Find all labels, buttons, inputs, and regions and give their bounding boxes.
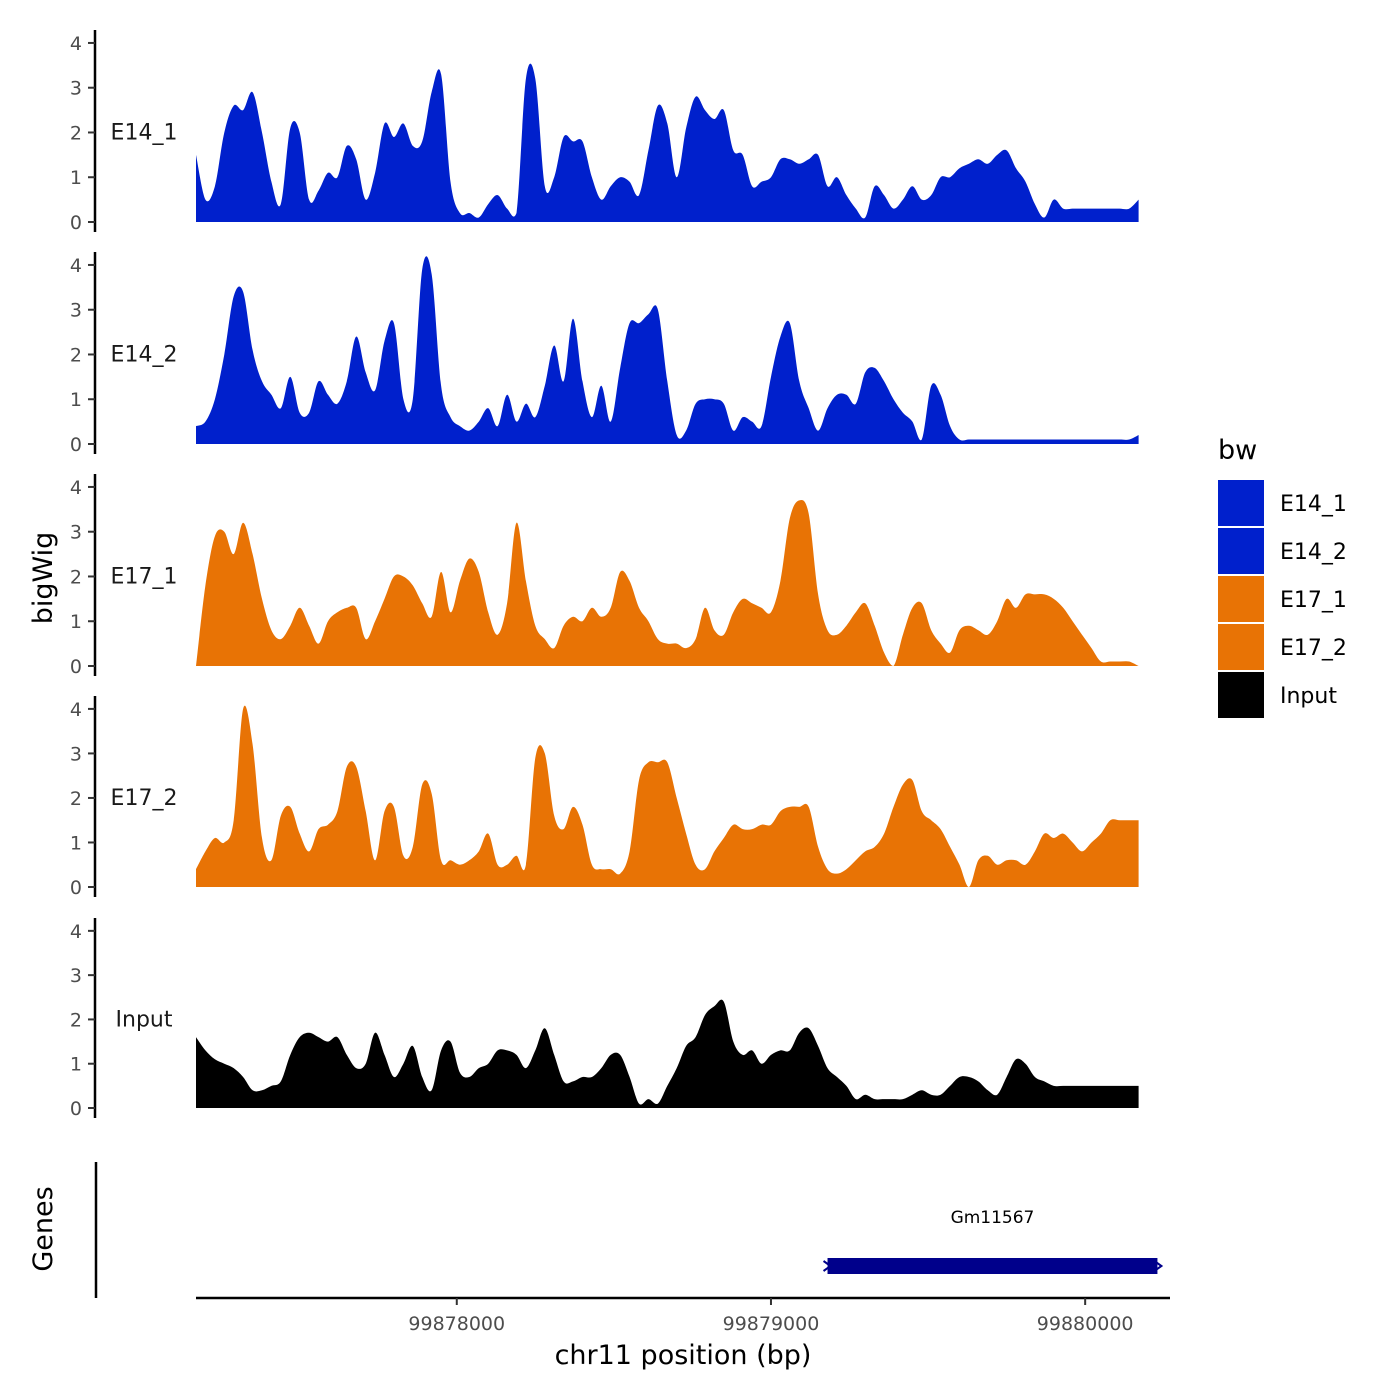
area-E17_1 bbox=[196, 499, 1139, 666]
track-E14_1: 0 1 2 3 4 E14_1 bbox=[70, 30, 1139, 234]
y-tick-label: 2 bbox=[70, 566, 82, 588]
track-label-E17_2: E17_2 bbox=[111, 786, 178, 811]
legend-swatch-E14_2 bbox=[1218, 528, 1264, 574]
y-tick-label: 1 bbox=[70, 1054, 82, 1076]
y-tick-label: 1 bbox=[70, 611, 82, 633]
area-Input bbox=[196, 999, 1139, 1108]
genes-track-label: Genes bbox=[28, 1186, 59, 1271]
legend-label-Input: Input bbox=[1280, 684, 1337, 709]
y-tick-label: 2 bbox=[70, 344, 82, 366]
area-E17_2 bbox=[196, 705, 1139, 887]
genes-track: Genes Gm11567 bbox=[28, 1162, 1164, 1298]
x-tick-label: 99878000 bbox=[408, 1313, 505, 1335]
y-tick-label: 4 bbox=[70, 255, 82, 277]
track-label-Input: Input bbox=[116, 1007, 173, 1032]
y-tick-label: 3 bbox=[70, 522, 82, 544]
y-tick-label: 3 bbox=[70, 78, 82, 100]
area-E14_1 bbox=[196, 63, 1139, 222]
gene-label-Gm11567: Gm11567 bbox=[951, 1208, 1035, 1228]
gene-body-Gm11567 bbox=[827, 1258, 1158, 1274]
legend-label-E17_1: E17_1 bbox=[1280, 588, 1347, 613]
track-label-E17_1: E17_1 bbox=[111, 564, 178, 589]
x-tick-label: 99879000 bbox=[723, 1313, 820, 1335]
track-label-E14_1: E14_1 bbox=[111, 120, 178, 145]
legend-label-E14_2: E14_2 bbox=[1280, 540, 1347, 565]
y-tick-label: 0 bbox=[70, 656, 82, 678]
y-tick-label: 1 bbox=[70, 389, 82, 411]
gene-strand-arrow bbox=[822, 1260, 833, 1272]
track-label-E14_2: E14_2 bbox=[111, 342, 178, 367]
y-tick-label: 3 bbox=[70, 965, 82, 987]
legend-label-E17_2: E17_2 bbox=[1280, 636, 1347, 661]
y-tick-label: 0 bbox=[70, 434, 82, 456]
y-tick-label: 1 bbox=[70, 832, 82, 854]
y-tick-label: 4 bbox=[70, 33, 82, 55]
track-E17_1: 0 1 2 3 4 E17_1 bbox=[70, 474, 1139, 678]
legend-swatch-E17_1 bbox=[1218, 576, 1264, 622]
y-tick-label: 4 bbox=[70, 921, 82, 943]
legend: bw E14_1 E14_2 E17_1 E17_2 Input bbox=[1218, 435, 1347, 718]
x-axis-title: chr11 position (bp) bbox=[555, 1340, 812, 1371]
y-tick-label: 2 bbox=[70, 122, 82, 144]
legend-label-E14_1: E14_1 bbox=[1280, 492, 1347, 517]
legend-title: bw bbox=[1218, 435, 1257, 466]
area-E14_2 bbox=[196, 256, 1139, 444]
bigwig-tracks: 0 1 2 3 4 E14_1 0 1 2 3 4 E14_2 0 1 2 3 4 E17_1 0 1 2 3 4 E17_2… bbox=[70, 30, 1139, 1120]
y-tick-label: 0 bbox=[70, 212, 82, 234]
y-tick-label: 4 bbox=[70, 477, 82, 499]
y-tick-label: 4 bbox=[70, 699, 82, 721]
y-tick-label: 0 bbox=[70, 1098, 82, 1120]
gene-strand-arrow bbox=[1153, 1260, 1164, 1272]
track-Input: 0 1 2 3 4 Input bbox=[70, 918, 1139, 1120]
track-E14_2: 0 1 2 3 4 E14_2 bbox=[70, 252, 1139, 456]
track-E17_2: 0 1 2 3 4 E17_2 bbox=[70, 696, 1139, 899]
y-tick-label: 2 bbox=[70, 788, 82, 810]
x-tick-label: 99880000 bbox=[1037, 1313, 1134, 1335]
y-tick-label: 0 bbox=[70, 877, 82, 899]
y-tick-label: 2 bbox=[70, 1009, 82, 1031]
legend-swatch-Input bbox=[1218, 672, 1264, 718]
y-axis-title: bigWig bbox=[28, 532, 59, 625]
y-tick-label: 1 bbox=[70, 167, 82, 189]
legend-swatch-E17_2 bbox=[1218, 624, 1264, 670]
y-tick-label: 3 bbox=[70, 743, 82, 765]
y-tick-label: 3 bbox=[70, 300, 82, 322]
x-axis: 99878000 99879000 99880000 bbox=[196, 1296, 1170, 1335]
legend-swatch-E14_1 bbox=[1218, 480, 1264, 526]
